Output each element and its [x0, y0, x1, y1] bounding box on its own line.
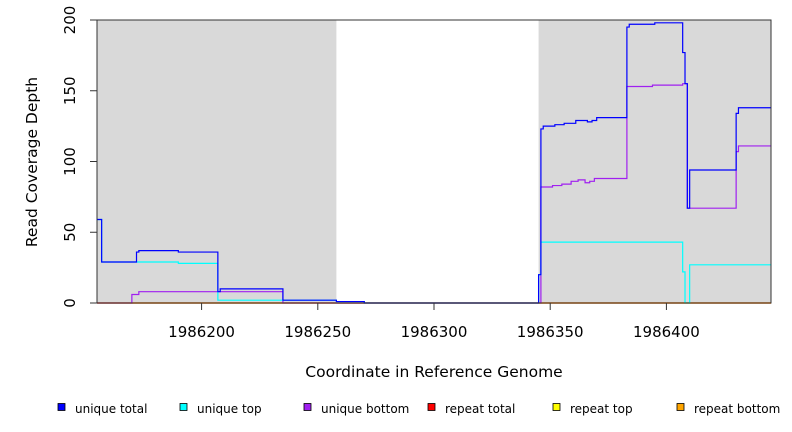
y-axis-title: Read Coverage Depth — [23, 77, 41, 247]
legend-label: repeat total — [445, 402, 515, 416]
legend-swatch — [179, 403, 188, 411]
shaded-region-1 — [97, 20, 337, 303]
y-tick-label: 0 — [61, 298, 79, 308]
legend: unique total unique top unique bottom repea… — [57, 402, 780, 416]
legend-swatch — [57, 403, 66, 411]
legend-item-unique-top: unique top — [179, 402, 262, 416]
y-tick-label: 200 — [61, 6, 79, 35]
legend-label: repeat bottom — [694, 402, 780, 416]
legend-label: unique bottom — [321, 402, 409, 416]
legend-swatch — [552, 403, 561, 411]
legend-swatch — [427, 403, 436, 411]
y-axis: 0 50 100 150 200 — [61, 6, 98, 308]
y-tick-label: 100 — [61, 147, 79, 176]
legend-item-repeat-bottom: repeat bottom — [676, 402, 780, 416]
plot-background — [97, 20, 771, 303]
x-tick-label: 1986350 — [517, 323, 584, 341]
legend-swatch — [676, 403, 685, 411]
legend-item-unique-bottom: unique bottom — [303, 402, 409, 416]
x-tick-label: 1986250 — [284, 323, 351, 341]
x-tick-label: 1986300 — [401, 323, 468, 341]
legend-label: repeat top — [570, 402, 633, 416]
legend-item-repeat-top: repeat top — [552, 402, 633, 416]
x-tick-label: 1986400 — [633, 323, 700, 341]
series-unique-total — [97, 22, 771, 304]
legend-label: unique total — [75, 402, 147, 416]
legend-item-repeat-total: repeat total — [427, 402, 515, 416]
y-tick-label: 50 — [61, 223, 79, 242]
x-axis-title: Coordinate in Reference Genome — [305, 363, 562, 381]
x-axis: 1986200 1986250 1986300 1986350 1986400 — [168, 303, 700, 341]
x-tick-label: 1986200 — [168, 323, 235, 341]
legend-item-unique-total: unique total — [57, 402, 147, 416]
shaded-region-2 — [538, 20, 771, 303]
y-tick-label: 150 — [61, 76, 79, 105]
legend-swatch — [303, 403, 312, 411]
legend-label: unique top — [197, 402, 262, 416]
